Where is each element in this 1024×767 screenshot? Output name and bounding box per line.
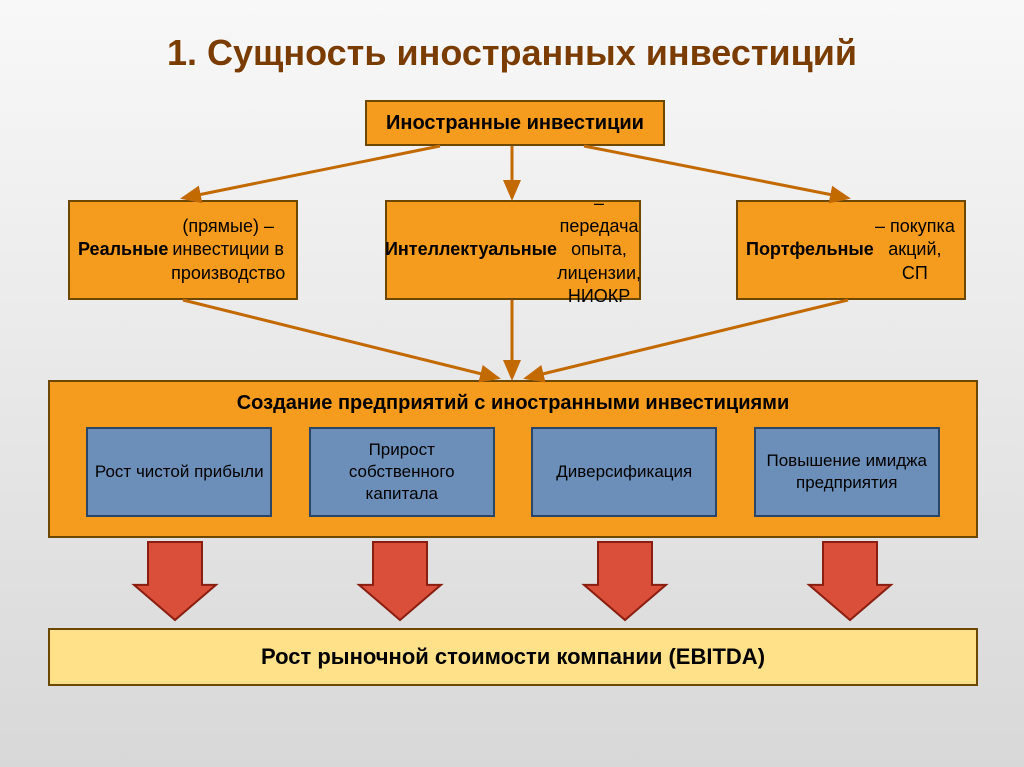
container-title: Создание предприятий с иностранными инве… (60, 392, 966, 415)
slide-title: 1. Сущность иностранных инвестиций (0, 0, 1024, 74)
bottom-bar-ebitda: Рост рыночной стоимости компании (EBITDA… (48, 628, 978, 686)
type-box-2: Портфельные – покупка акций, СП (736, 200, 966, 300)
type-box-0: Реальные (прямые) – инвестиции в произво… (68, 200, 298, 300)
type-box-1: Интеллектуальные – передача опыта, лицен… (385, 200, 641, 300)
benefit-box-0: Рост чистой прибыли (86, 427, 272, 517)
benefit-box-3: Повышение имиджа предприятия (754, 427, 940, 517)
big-arrow-icon (134, 542, 216, 620)
benefits-row: Рост чистой прибыли Прирост собственного … (60, 427, 966, 517)
big-arrow-icon (584, 542, 666, 620)
benefit-box-2: Диверсификация (531, 427, 717, 517)
big-arrow-icon (809, 542, 891, 620)
benefit-box-1: Прирост собственного капитала (309, 427, 495, 517)
big-arrow-icon (359, 542, 441, 620)
topbox-foreign-investments: Иностранные инвестиции (365, 100, 665, 146)
container-enterprises: Создание предприятий с иностранными инве… (48, 380, 978, 538)
